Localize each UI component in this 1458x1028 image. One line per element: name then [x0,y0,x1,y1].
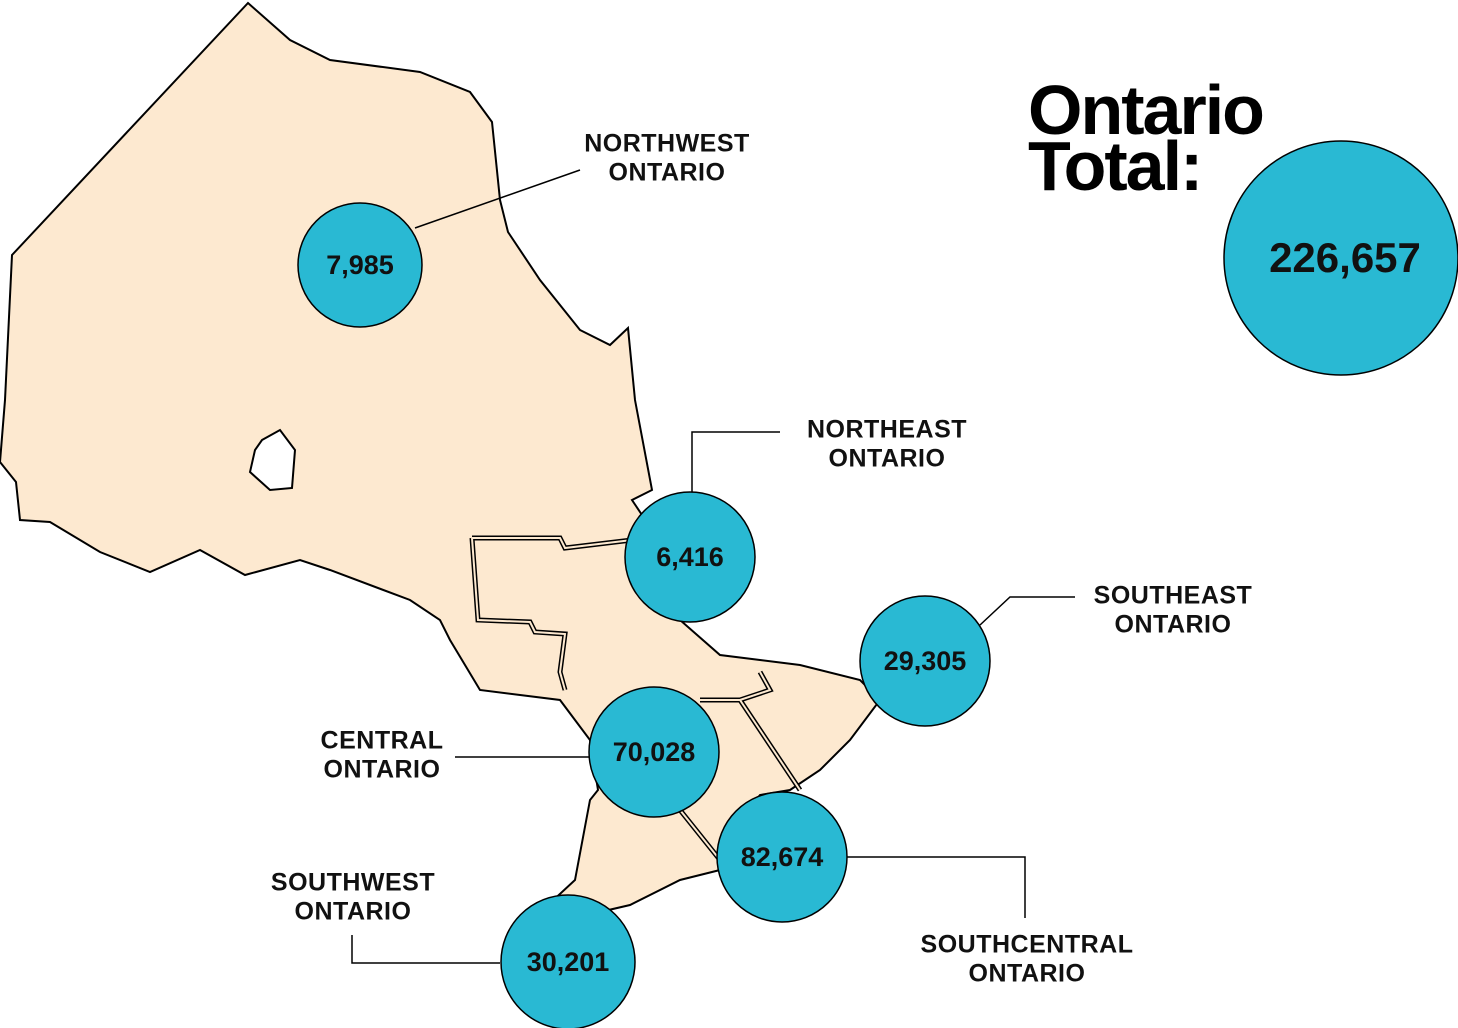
region-value: 82,674 [741,842,824,872]
total-value: 226,657 [1269,234,1421,281]
region-label: SOUTHEAST [1094,582,1253,610]
lake-nipigon [248,428,297,492]
leader-line [414,169,581,229]
title-line: Ontario [1028,71,1263,149]
region-value: 7,985 [326,250,394,280]
region-label: ONTARIO [969,960,1086,988]
region-label: NORTHEAST [807,416,967,444]
region-boundary-inner [471,537,801,861]
region-circle [716,791,848,923]
leader-line [847,856,1026,918]
leader-line [691,431,780,492]
region-label: ONTARIO [1115,611,1232,639]
region-circle [624,491,756,623]
region-label: NORTHWEST [584,130,750,158]
leader-line [979,596,1075,626]
region-value: 6,416 [656,542,724,572]
region-label: ONTARIO [829,445,946,473]
region-circle [297,202,423,328]
total-circle [1223,140,1458,376]
leader-line [351,935,500,964]
region-value: 29,305 [884,646,967,676]
region-label: CENTRAL [321,727,444,755]
region-circle [588,686,720,818]
region-value: 70,028 [613,737,696,767]
region-label: ONTARIO [295,898,412,926]
region-label: ONTARIO [609,159,726,187]
region-circle [859,595,991,727]
region-value: 30,201 [527,947,610,977]
region-label: SOUTHWEST [271,869,435,897]
region-label: SOUTHCENTRAL [921,931,1134,959]
region-circle [500,894,636,1028]
title-line: Total: [1028,127,1201,205]
region-label: ONTARIO [324,756,441,784]
